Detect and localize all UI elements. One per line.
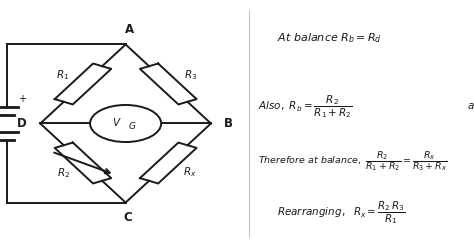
Text: C: C xyxy=(124,211,132,224)
Circle shape xyxy=(90,105,161,142)
Text: $R_1$: $R_1$ xyxy=(56,68,70,82)
Text: $\mathit{Also,}\ R_b = \dfrac{R_2}{R_1 + R_2}$: $\mathit{Also,}\ R_b = \dfrac{R_2}{R_1 +… xyxy=(258,93,353,120)
Text: D: D xyxy=(17,117,27,130)
Text: $\mathit{and}\ \ R_d = \dfrac{R_x}{R_3 + R_x}$: $\mathit{and}\ \ R_d = \dfrac{R_x}{R_3 +… xyxy=(467,93,474,120)
Text: +: + xyxy=(18,94,26,104)
Text: $\mathit{Rearranging,}\ \ R_x = \dfrac{R_2\, R_3}{R_1}$: $\mathit{Rearranging,}\ \ R_x = \dfrac{R… xyxy=(277,199,406,226)
Text: $R_x$: $R_x$ xyxy=(183,165,196,179)
Text: $\mathit{Therefore\ at\ balance,}\ \dfrac{R_2}{R_1+R_2} = \dfrac{R_x}{R_3+R_x}$: $\mathit{Therefore\ at\ balance,}\ \dfra… xyxy=(258,149,448,172)
Text: $\mathit{G}$: $\mathit{G}$ xyxy=(128,120,137,131)
Text: B: B xyxy=(224,117,233,130)
Text: A: A xyxy=(125,23,134,36)
Text: $R_3$: $R_3$ xyxy=(184,68,198,82)
Text: $\mathit{At\ balance}\ R_b = R_d$: $\mathit{At\ balance}\ R_b = R_d$ xyxy=(277,31,382,45)
Text: $V$: $V$ xyxy=(112,116,122,128)
Text: $R_2$: $R_2$ xyxy=(57,166,71,180)
